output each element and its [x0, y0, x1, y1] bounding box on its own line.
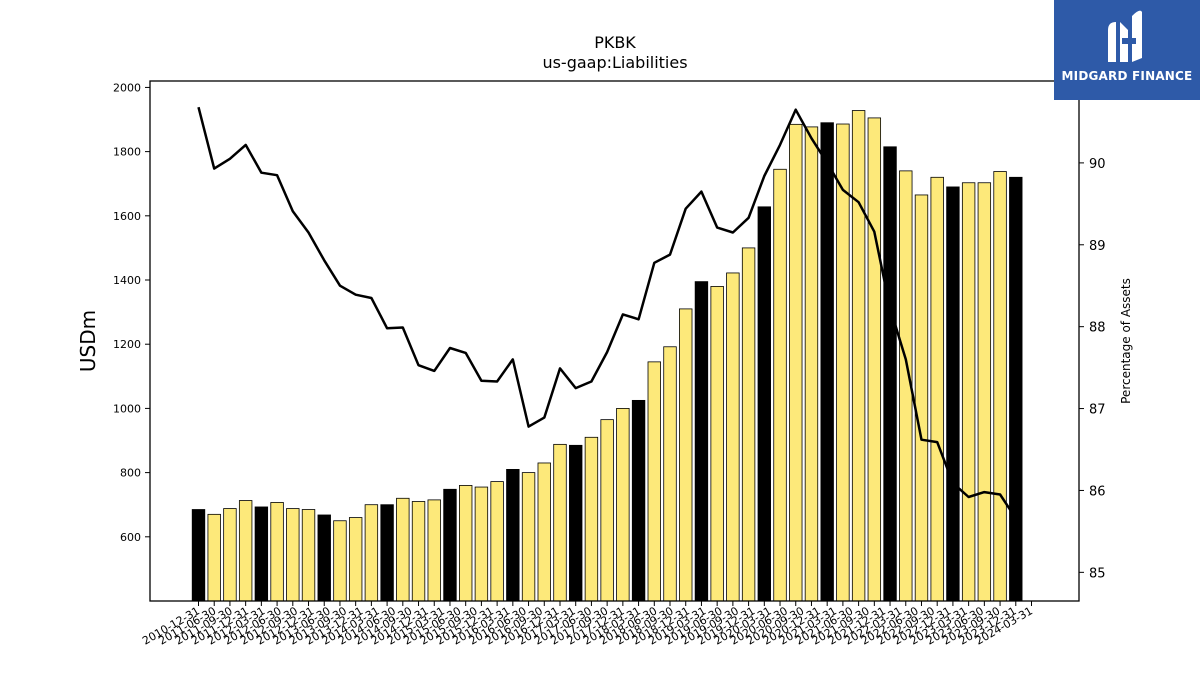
bar	[679, 308, 693, 602]
bar	[993, 171, 1007, 602]
bar	[333, 520, 347, 602]
left-axis-ticks: 600 800 1000 1200 1400 1600 1800 2000	[113, 81, 150, 544]
bar	[914, 194, 929, 602]
bar	[490, 481, 504, 602]
bar	[191, 509, 206, 602]
percentage-line	[197, 106, 1017, 519]
bar	[584, 436, 599, 602]
bar	[223, 508, 237, 602]
bar	[804, 126, 819, 602]
bar	[694, 281, 709, 602]
y2-tick-label: 89	[1089, 239, 1106, 254]
bar	[930, 176, 944, 602]
plot-frame	[149, 80, 1080, 602]
bar	[977, 182, 992, 602]
bar	[616, 408, 630, 602]
bar	[1009, 176, 1023, 602]
bar	[961, 182, 976, 602]
y-tick-label: 600	[120, 531, 141, 544]
bar	[710, 286, 724, 602]
bar	[537, 462, 551, 602]
bar	[506, 468, 520, 602]
y2-tick-label: 87	[1089, 403, 1106, 418]
bar	[741, 247, 756, 602]
y-tick-label: 1200	[113, 338, 141, 351]
logo-text: MIDGARD FINANCE	[1061, 69, 1193, 83]
bar	[459, 485, 473, 602]
bar-series	[191, 110, 1023, 602]
bar	[427, 499, 441, 602]
bar	[317, 514, 331, 602]
midgard-logo-icon	[1108, 10, 1142, 63]
bar	[773, 168, 787, 602]
y-axis-label: USDm	[76, 310, 100, 372]
midgard-finance-logo: MIDGARD FINANCE	[1054, 0, 1200, 100]
right-axis-ticks: 85 86 87 88 89 90	[1079, 157, 1106, 581]
bar	[380, 504, 394, 602]
y-tick-label: 1000	[113, 402, 141, 415]
bar	[411, 501, 426, 602]
bar	[663, 346, 677, 602]
bar	[286, 508, 300, 602]
bar	[364, 504, 379, 602]
y-tick-label: 1600	[113, 210, 141, 223]
bar	[348, 517, 363, 602]
line-series	[197, 106, 1017, 519]
y-tick-label: 2000	[113, 81, 141, 94]
y2-tick-label: 88	[1089, 321, 1106, 336]
y-tick-label: 1400	[113, 274, 141, 287]
bar	[301, 509, 316, 602]
bar	[553, 443, 567, 602]
y2-tick-label: 90	[1089, 157, 1106, 172]
y2-tick-label: 86	[1089, 484, 1106, 499]
bar	[396, 497, 410, 602]
y-tick-label: 1800	[113, 146, 141, 159]
bar	[836, 123, 850, 602]
bar	[270, 502, 284, 602]
bar	[521, 472, 536, 602]
bar	[207, 513, 221, 602]
bar	[726, 272, 740, 602]
bar	[569, 444, 583, 602]
bar	[238, 500, 253, 602]
bar	[647, 361, 661, 602]
bar	[789, 123, 803, 602]
chart-title: PKBK	[594, 33, 636, 52]
bar	[254, 506, 269, 602]
chart-subtitle: us-gaap:Liabilities	[542, 53, 687, 72]
bar	[600, 419, 614, 602]
y-tick-label: 800	[120, 467, 141, 480]
bar	[820, 122, 834, 602]
bar	[946, 186, 960, 602]
bar	[883, 146, 897, 602]
y2-axis-label: Percentage of Assets	[1119, 278, 1133, 404]
bar	[757, 206, 771, 602]
x-axis-ticks: 2010-12-312011-06-302011-09-302011-12-31…	[140, 601, 1035, 648]
y2-tick-label: 85	[1089, 566, 1106, 581]
bar	[631, 399, 646, 602]
bar	[474, 486, 489, 602]
bar	[867, 117, 882, 602]
bar	[851, 110, 866, 602]
bar	[443, 488, 457, 602]
